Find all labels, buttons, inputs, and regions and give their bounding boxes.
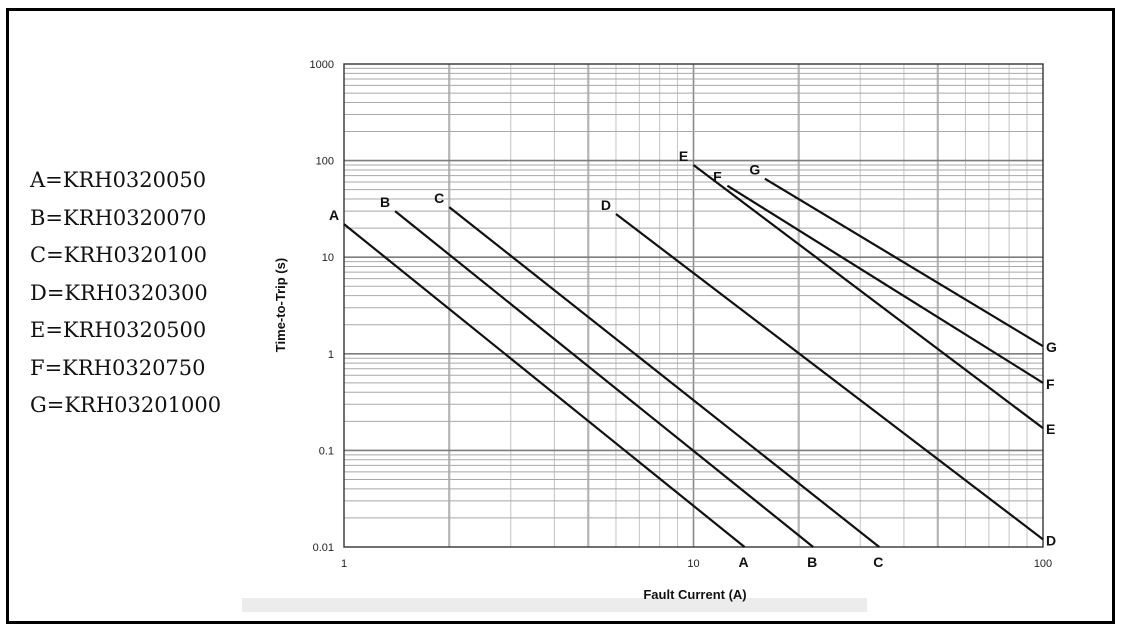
trip-curve-g	[764, 177, 1044, 348]
curve-start-label-b: B	[380, 194, 390, 210]
curve-end-label-g: G	[1046, 339, 1057, 355]
x-tick-label: 10	[687, 558, 699, 570]
curve-end-label-b: B	[807, 554, 817, 570]
trip-curves	[343, 164, 1044, 548]
y-tick-label: 0.01	[313, 542, 334, 554]
y-axis-label: Time-to-Trip (s)	[273, 258, 288, 352]
y-tick-label: 1	[328, 349, 334, 361]
legend-entry-a: A=KRH0320050	[30, 168, 207, 192]
legend-entry-g: G=KRH03201000	[30, 393, 222, 417]
trip-curve-d	[615, 213, 1044, 541]
curve-start-label-c: C	[434, 190, 444, 206]
x-axis-label: Fault Current (A)	[643, 587, 746, 602]
legend-entry-c: C=KRH0320100	[30, 243, 208, 267]
curve-start-label-d: D	[601, 197, 611, 213]
legend-entry-b: B=KRH0320070	[30, 205, 207, 230]
axis-title-background	[242, 598, 867, 612]
y-tick-label: 100	[316, 156, 334, 168]
x-tick-label: 1	[341, 558, 347, 570]
curve-start-label-g: G	[749, 162, 760, 178]
curve-labels: A A B B C C D D E E F F G G	[329, 148, 1057, 570]
trip-curve-c	[448, 206, 880, 548]
trip-curve-b	[394, 210, 814, 548]
plot-border	[343, 63, 1044, 548]
part-number-legend: A=KRH0320050 B=KRH0320070 C=KRH0320100 D…	[30, 162, 221, 425]
y-tick-label: 1000	[310, 59, 334, 71]
trip-curve-e	[692, 164, 1044, 430]
curve-start-label-a: A	[329, 207, 339, 223]
y-tick-label: 0.1	[319, 445, 334, 457]
curve-end-label-e: E	[1046, 421, 1055, 437]
legend-entry-e: E=KRH0320500	[30, 318, 207, 342]
trip-curve-a	[343, 223, 746, 548]
trip-curve-f	[726, 184, 1044, 384]
legend-entry-d: D=KRH0320300	[30, 280, 208, 305]
y-tick-label: 10	[322, 252, 334, 264]
legend-entry-f: F=KRH0320750	[30, 355, 206, 380]
curve-start-label-f: F	[713, 169, 722, 185]
curve-end-label-c: C	[873, 554, 883, 570]
curve-end-label-f: F	[1046, 376, 1055, 392]
curve-end-label-d: D	[1046, 532, 1056, 548]
chart-grid	[343, 63, 1044, 548]
curve-start-label-e: E	[679, 148, 688, 164]
curve-end-label-a: A	[739, 554, 749, 570]
axis-ticks: 1 10 100 1000 100 10 1 0.1 0.01	[310, 59, 1053, 570]
x-tick-label: 100	[1034, 558, 1052, 570]
